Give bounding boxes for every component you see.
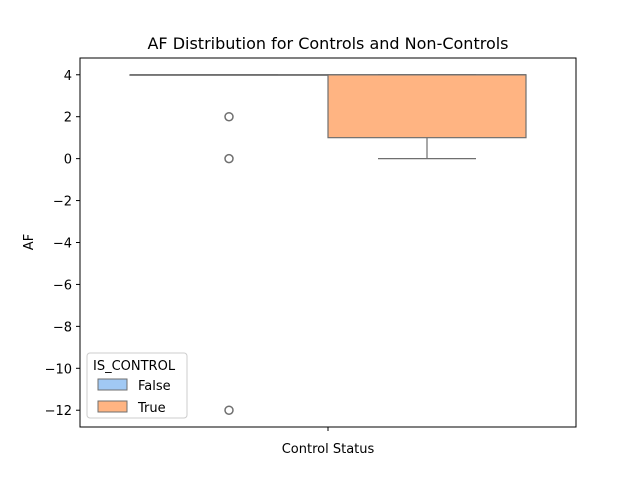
outlier-point bbox=[224, 111, 234, 122]
box-true bbox=[327, 74, 527, 160]
y-tick-label: −4 bbox=[53, 237, 72, 252]
y-axis-title: AF bbox=[22, 234, 37, 250]
y-tick-label: −6 bbox=[53, 278, 72, 293]
y-tick-label: 2 bbox=[64, 111, 72, 126]
box-plot-series bbox=[129, 74, 527, 415]
y-tick-label: −8 bbox=[53, 320, 72, 335]
legend: IS_CONTROL False True bbox=[86, 352, 188, 419]
iqr-box bbox=[327, 74, 527, 139]
legend-swatch-true bbox=[97, 400, 128, 413]
outlier-point bbox=[224, 405, 234, 415]
y-tick-label: 4 bbox=[64, 69, 72, 84]
x-axis-title: Control Status bbox=[282, 442, 375, 457]
outlier-point bbox=[224, 153, 234, 164]
y-tick-label: 0 bbox=[64, 153, 72, 168]
legend-label-false: False bbox=[138, 379, 171, 394]
y-axis: 4 2 0 −2 −4 −6 −8 −10 −12 bbox=[45, 69, 80, 419]
y-tick-label: −2 bbox=[53, 195, 72, 210]
chart-title: AF Distribution for Controls and Non-Con… bbox=[147, 34, 508, 53]
legend-title: IS_CONTROL bbox=[93, 359, 176, 374]
y-tick-label: −12 bbox=[45, 404, 72, 419]
legend-swatch-false bbox=[97, 378, 128, 391]
y-tick-label: −10 bbox=[45, 362, 72, 377]
legend-label-true: True bbox=[137, 401, 166, 416]
